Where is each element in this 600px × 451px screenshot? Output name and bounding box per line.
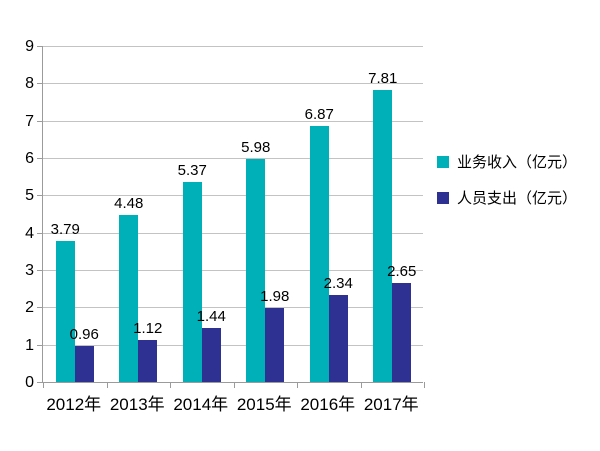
value-label: 4.48	[114, 194, 144, 212]
y-axis-tick	[37, 120, 43, 122]
gridline	[43, 195, 423, 197]
x-axis-tick	[107, 382, 108, 388]
value-label: 6.87	[304, 105, 334, 123]
x-axis-label: 2017年	[363, 395, 419, 414]
y-axis-tick	[37, 46, 43, 47]
bar-expense	[392, 283, 412, 382]
y-axis-label: 4	[25, 224, 34, 242]
gridline	[43, 158, 423, 159]
bar-revenue	[182, 181, 202, 382]
plot-area: 3.79 0.96 4.48 1.12 5.37 1.44 5.98 1.98 6.87 2.34…	[37, 46, 425, 388]
y-axis-label: 1	[25, 336, 34, 354]
y-axis-label: 6	[25, 150, 34, 167]
gridline	[43, 344, 423, 346]
legend-swatch-icon	[437, 191, 449, 204]
y-axis-label: 3	[25, 262, 34, 279]
y-axis-label: 8	[25, 75, 34, 93]
bar-revenue	[246, 158, 266, 382]
bar-revenue	[373, 90, 393, 382]
gridline	[43, 120, 423, 122]
y-axis-label: 0	[25, 374, 34, 391]
x-axis-label: 2012年	[46, 395, 102, 414]
y-axis-tick	[37, 195, 43, 197]
y-axis-tick	[37, 83, 43, 85]
y-axis-tick	[37, 232, 43, 234]
x-axis-tick	[43, 382, 44, 388]
x-axis-tick	[234, 382, 235, 388]
bar-revenue	[309, 125, 329, 382]
bar-expense	[328, 294, 348, 382]
value-label: 1.12	[133, 320, 163, 338]
value-label: 7.81	[368, 70, 398, 88]
bar-expense	[201, 328, 221, 382]
y-axis-tick	[37, 382, 43, 383]
x-axis-tick	[361, 382, 362, 388]
y-axis-label: 9	[25, 38, 34, 55]
x-axis-label: 2015年	[236, 395, 292, 414]
y-axis-label: 7	[25, 112, 34, 130]
y-axis-tick	[37, 158, 43, 159]
bar-revenue	[55, 240, 75, 382]
x-axis-label: 2016年	[300, 395, 356, 414]
gridline	[43, 46, 423, 47]
value-label: 2.34	[323, 274, 353, 292]
y-axis-label: 2	[25, 299, 34, 317]
legend: 业务收入（亿元） 人员支出（亿元）	[437, 151, 577, 208]
legend-label: 业务收入（亿元）	[457, 154, 578, 171]
value-label: 5.37	[177, 161, 207, 179]
value-label: 1.44	[196, 308, 226, 326]
gridline	[43, 307, 423, 309]
value-label: 2.65	[387, 263, 417, 281]
x-axis-label: 2014年	[173, 395, 229, 414]
x-axis-tick	[424, 382, 425, 388]
bar-expense	[138, 340, 158, 382]
x-axis-label: 2013年	[109, 395, 165, 414]
y-axis-tick	[37, 344, 43, 346]
x-axis-tick	[170, 382, 171, 388]
gridline	[43, 232, 423, 234]
legend-item: 人员支出（亿元）	[437, 187, 577, 208]
value-label: 1.98	[260, 288, 290, 306]
legend-swatch-icon	[437, 155, 449, 168]
bar-revenue	[119, 214, 139, 382]
legend-label: 人员支出（亿元）	[457, 190, 578, 207]
gridline	[43, 270, 423, 271]
bar-expense	[74, 346, 94, 382]
y-axis-tick	[37, 307, 43, 309]
legend-item: 业务收入（亿元）	[437, 151, 577, 172]
y-axis-label: 5	[25, 187, 34, 205]
bar-expense	[265, 308, 285, 382]
x-axis-tick	[297, 382, 298, 388]
value-label: 5.98	[241, 138, 271, 156]
value-label: 3.79	[50, 220, 80, 238]
value-label: 0.96	[69, 326, 99, 344]
y-axis-tick	[37, 270, 43, 271]
gridline	[43, 83, 423, 85]
